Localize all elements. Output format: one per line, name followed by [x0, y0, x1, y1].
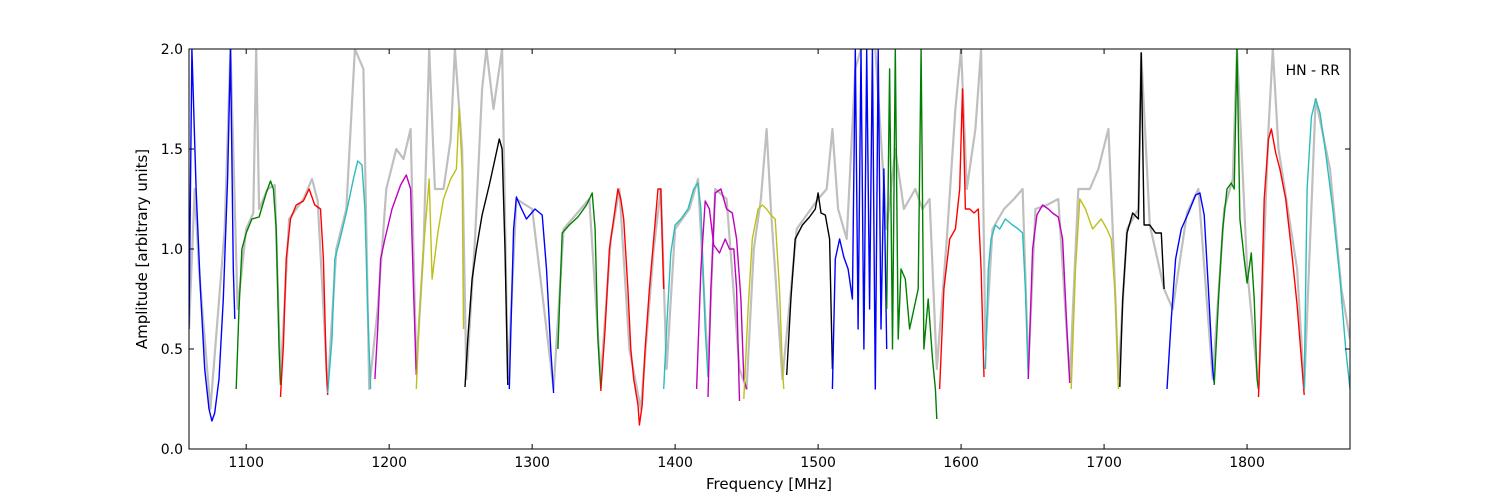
series-line-24-green	[1213, 49, 1260, 390]
x-tick-label: 1800	[1229, 455, 1265, 471]
x-tick-label: 1300	[514, 455, 550, 471]
series-line-23-blue	[1166, 192, 1215, 390]
series-line-22-black	[1119, 52, 1165, 388]
x-tick-label: 1500	[800, 455, 836, 471]
series-line-25-red	[1257, 128, 1305, 398]
y-axis-ticks: 0.0 0.5 1.0 1.5 2.0	[161, 42, 1350, 458]
x-tick-label: 1700	[1086, 455, 1122, 471]
x-tick-label: 1200	[371, 455, 407, 471]
y-axis-label: Amplitude [arbitrary units]	[133, 149, 151, 349]
series-line-18-red	[938, 88, 985, 390]
y-tick-label: 0.0	[161, 442, 183, 458]
annotation-label: HN - RR	[1286, 63, 1341, 79]
series-line-13-magenta	[707, 188, 748, 398]
x-tick-label: 1400	[657, 455, 693, 471]
x-tick-label: 1100	[228, 455, 264, 471]
series-line-1-blue	[189, 49, 236, 422]
series-line-16-blue	[831, 49, 888, 390]
series-line-7-black	[464, 138, 509, 388]
series-layer	[189, 49, 1350, 426]
series-line-9-green	[557, 192, 602, 390]
series-line-3-red	[279, 188, 329, 398]
series-line-21-yellow	[1070, 198, 1120, 390]
x-axis-label: Frequency [MHz]	[706, 475, 832, 493]
series-line-6-yellow	[415, 108, 465, 390]
x-axis-ticks: 1100 1200 1300 1400 1500 1600 1700 1800	[228, 49, 1265, 471]
y-tick-label: 1.5	[161, 142, 183, 158]
series-line-20-magenta	[1027, 204, 1071, 384]
background-series	[189, 49, 1350, 411]
series-line-2-green	[235, 180, 282, 390]
series-line-10-red	[600, 188, 665, 426]
series-line-19-cyan	[984, 218, 1029, 380]
x-tick-label: 1600	[943, 455, 979, 471]
y-tick-label: 1.0	[161, 242, 183, 258]
y-tick-label: 2.0	[161, 42, 183, 58]
series-line-8-blue	[508, 196, 555, 394]
background-series-line	[189, 49, 1350, 411]
series-line-4-cyan	[327, 160, 372, 394]
series-line-12-magenta	[695, 200, 741, 402]
series-line-17-green	[886, 49, 938, 420]
y-tick-label: 0.5	[161, 342, 183, 358]
series-line-5-magenta	[374, 174, 417, 380]
series-line-26-cyan	[1303, 98, 1350, 390]
series-line-15-black	[786, 192, 834, 376]
series-line-14-yellow	[743, 204, 785, 400]
